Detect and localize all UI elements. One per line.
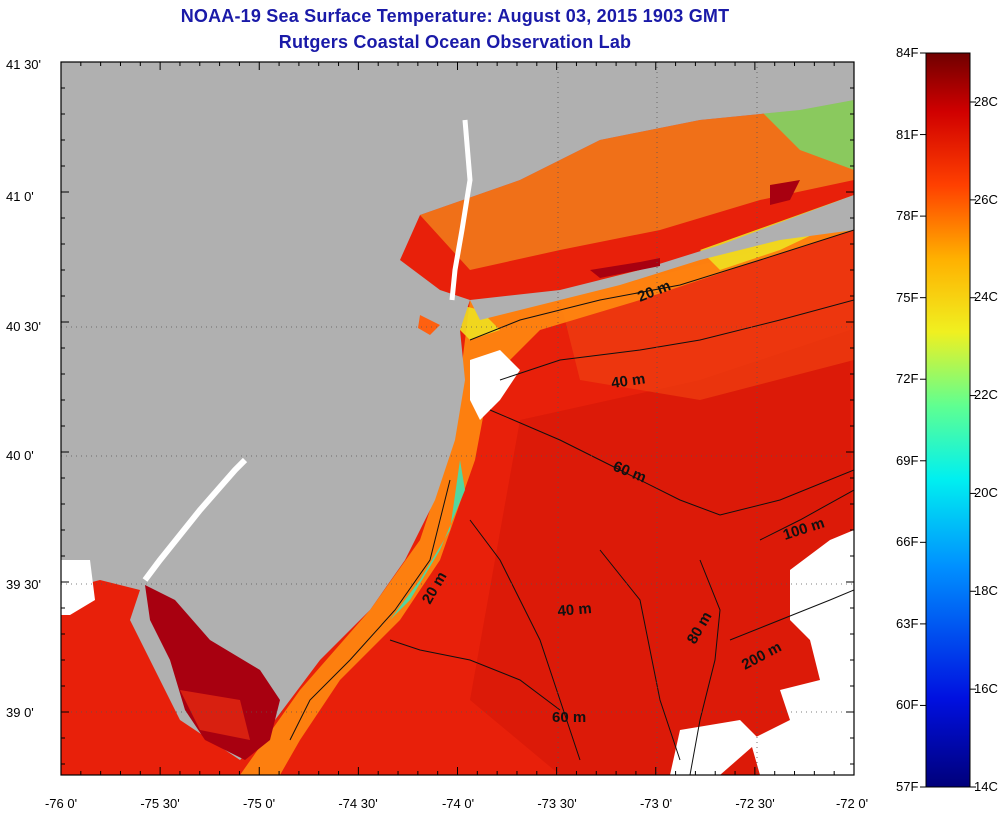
- frame-ticks: [60, 61, 855, 775]
- cloud-patch: [470, 350, 520, 420]
- lon-label: -74 0': [441, 796, 475, 811]
- colorbar-f-label: 60F: [896, 697, 919, 712]
- lon-label: -74 30': [338, 796, 378, 811]
- colorbar-c-label: 26C: [974, 192, 998, 207]
- ocean-mid-patch: [560, 220, 854, 400]
- graticule: [61, 62, 854, 775]
- cloud-patch: [750, 530, 854, 775]
- cloud-patch: [61, 560, 95, 615]
- colorbar-c-label: 16C: [974, 681, 998, 696]
- colorbar-c-label: 28C: [974, 94, 998, 109]
- colorbar-c-label: 18C: [974, 583, 998, 598]
- lon-label: -72 0': [835, 796, 869, 811]
- colorbar-f-label: 78F: [896, 208, 919, 223]
- delaware-bay-mouth: [180, 690, 250, 740]
- lat-label: 41 30': [6, 57, 42, 72]
- depth-label: 40 m: [610, 370, 646, 392]
- lat-label: 40 30': [6, 319, 42, 334]
- colorbar-c-label: 24C: [974, 289, 998, 304]
- hot-spot: [418, 315, 440, 335]
- colorbar-ticks: [920, 52, 976, 788]
- lon-label: -75 0': [242, 796, 276, 811]
- depth-label: 60 m: [552, 709, 586, 726]
- lon-label: -75 30': [140, 796, 180, 811]
- hot-spot: [770, 180, 800, 205]
- lon-label: -76 0': [44, 796, 78, 811]
- land-long-island: [470, 195, 854, 320]
- map-title: NOAA-19 Sea Surface Temperature: August …: [180, 6, 730, 26]
- colorbar-f-label: 81F: [896, 127, 919, 142]
- colorbar-f-label: 69F: [896, 453, 919, 468]
- depth-contours: [289, 229, 854, 775]
- delaware-bay: [145, 585, 280, 760]
- delaware-river: [142, 457, 248, 582]
- colorbar-f-label: 72F: [896, 371, 919, 386]
- map-subtitle: Rutgers Coastal Ocean Observation Lab: [278, 32, 632, 52]
- lat-label: 39 30': [6, 577, 42, 592]
- colorbar-f-label: 84F: [896, 45, 919, 60]
- hot-spot: [590, 258, 660, 278]
- colorbar-c-label: 20C: [974, 485, 998, 500]
- long-island-sound: [420, 100, 854, 270]
- hudson-river: [449, 119, 473, 301]
- colorbar-f-label: 63F: [896, 616, 919, 631]
- colorbar-c-label: 14C: [974, 779, 998, 794]
- colorbar-f-label: 66F: [896, 534, 919, 549]
- sound-east-cool: [760, 100, 854, 170]
- colorbar-f-label: 75F: [896, 290, 919, 305]
- lon-label: -73 30': [537, 796, 577, 811]
- colorbar: [925, 52, 971, 788]
- depth-label: 40 m: [557, 600, 593, 620]
- lat-label: 40 0': [6, 448, 34, 463]
- lat-label: 39 0': [6, 705, 34, 720]
- colorbar-c-label: 22C: [974, 387, 998, 402]
- land-mainland: [61, 62, 854, 760]
- lon-label: -73 0': [639, 796, 673, 811]
- lon-label: -72 30': [735, 796, 775, 811]
- colorbar-f-label: 57F: [896, 779, 919, 794]
- ocean-warm-patch: [470, 330, 854, 775]
- lat-label: 41 0': [6, 189, 34, 204]
